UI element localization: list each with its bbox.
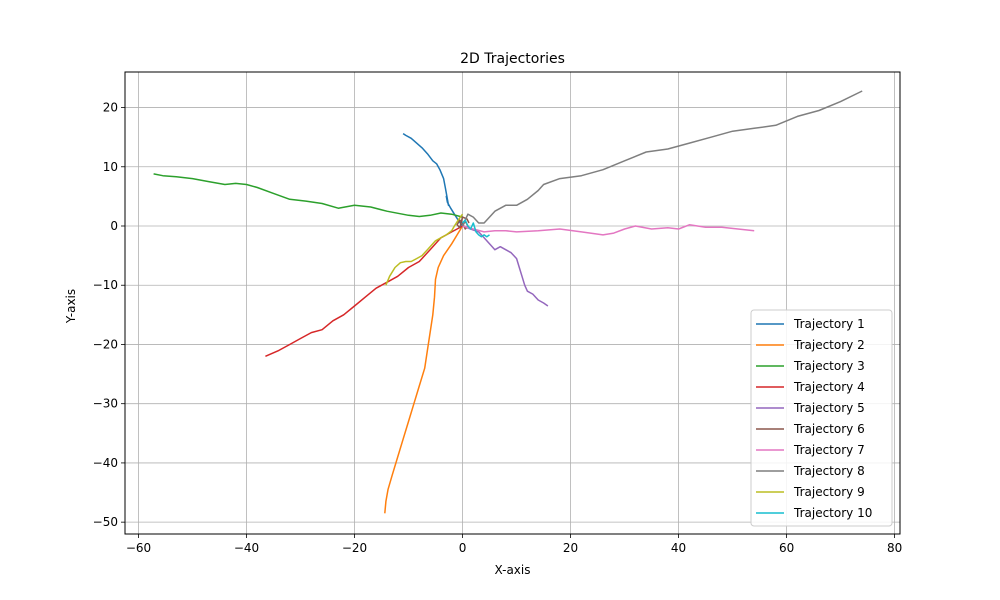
y-tick-label: −50 <box>93 515 118 529</box>
x-tick-label: 20 <box>563 541 578 555</box>
series-line-trajectory-3 <box>153 173 463 218</box>
legend-label: Trajectory 3 <box>793 359 865 373</box>
legend-label: Trajectory 9 <box>793 485 865 499</box>
series-line-trajectory-7 <box>462 224 755 236</box>
x-tick-label: 0 <box>459 541 467 555</box>
legend-label: Trajectory 8 <box>793 464 865 478</box>
legend-label: Trajectory 7 <box>793 443 865 457</box>
y-tick-label: 10 <box>103 160 118 174</box>
series-line-trajectory-5 <box>462 225 549 307</box>
y-axis-label: Y-axis <box>64 289 78 324</box>
x-tick-label: 40 <box>671 541 686 555</box>
series-line-trajectory-8 <box>461 90 863 227</box>
y-tick-label: −30 <box>93 397 118 411</box>
y-tick-label: 0 <box>110 219 118 233</box>
legend-box <box>750 309 893 527</box>
series-line-trajectory-10 <box>461 219 490 238</box>
legend-label: Trajectory 4 <box>793 380 865 394</box>
series-line-trajectory-1 <box>402 132 464 227</box>
axis-ticks: −60 −40 −20 0 20 40 60 80 −50 −40 −30 −20 −10 0 10 20 <box>93 101 903 555</box>
y-tick-label: −20 <box>93 337 118 351</box>
y-tick-label: −40 <box>93 456 118 470</box>
legend-label: Trajectory 5 <box>793 401 865 415</box>
legend-label: Trajectory 2 <box>793 338 865 352</box>
legend-label: Trajectory 6 <box>793 422 865 436</box>
legend: Trajectory 1 Trajectory 2 Trajectory 3 Traj… <box>750 309 893 527</box>
series-line-trajectory-4 <box>265 225 463 357</box>
series-line-trajectory-2 <box>384 225 464 514</box>
x-tick-label: 60 <box>779 541 794 555</box>
x-tick-label: −20 <box>342 541 367 555</box>
y-tick-label: −10 <box>93 278 118 292</box>
x-tick-label: −40 <box>234 541 259 555</box>
plot-frame <box>124 71 901 535</box>
legend-label: Trajectory 1 <box>793 317 865 331</box>
x-axis-label: X-axis <box>495 563 531 577</box>
legend-label: Trajectory 10 <box>793 506 872 520</box>
y-tick-label: 20 <box>103 101 118 115</box>
x-tick-label: 80 <box>887 541 902 555</box>
chart-title: 2D Trajectories <box>460 51 565 67</box>
series-lines <box>153 90 863 514</box>
x-tick-label: −60 <box>126 541 151 555</box>
series-line-trajectory-9 <box>385 213 464 286</box>
